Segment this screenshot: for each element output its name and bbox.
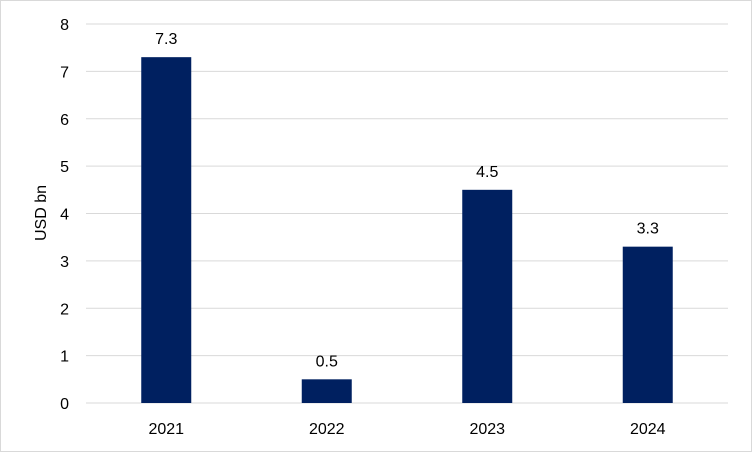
y-axis-label: USD bn [33,185,50,241]
data-label: 3.3 [637,221,659,238]
y-tick-label: 3 [60,254,69,271]
bar-2024 [622,246,673,403]
y-tick-label: 4 [60,207,69,224]
x-tick-label: 2021 [148,421,184,438]
x-axis-ticks: 2021 2022 2023 2024 [148,421,665,438]
bar-2021 [141,57,192,403]
y-tick-label: 8 [60,17,69,34]
y-tick-label: 6 [60,112,69,129]
data-label: 0.5 [316,353,338,370]
y-tick-label: 2 [60,301,69,318]
data-label: 7.3 [155,31,177,48]
bars [141,57,673,403]
x-tick-label: 2022 [309,421,345,438]
y-tick-label: 5 [60,159,69,176]
y-tick-label: 7 [60,64,69,81]
x-tick-label: 2024 [630,421,666,438]
data-label: 4.5 [476,164,498,181]
bar-2023 [462,189,513,403]
data-labels: 7.3 0.5 4.5 3.3 [155,31,659,370]
y-tick-label: 0 [60,396,69,413]
y-tick-label: 1 [60,349,69,366]
y-axis-ticks: 0 1 2 3 4 5 6 7 8 [60,17,69,413]
x-tick-label: 2023 [469,421,505,438]
gridlines [86,23,728,404]
bar-2022 [301,379,352,403]
